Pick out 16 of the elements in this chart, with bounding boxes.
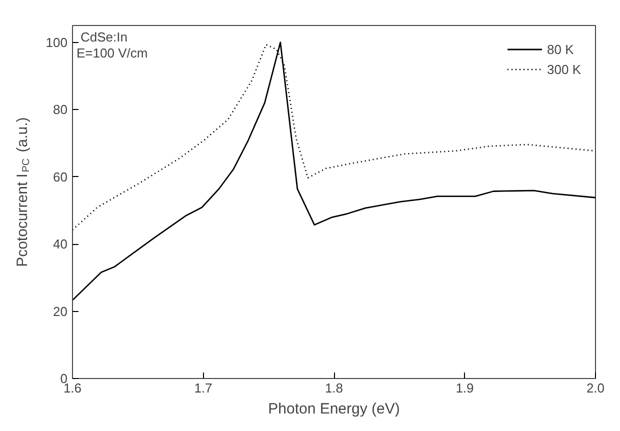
annotation: E=100 V/cm	[76, 46, 148, 60]
y-tick-label: 20	[53, 304, 68, 319]
x-tick-label: 1.7	[194, 380, 212, 396]
annotation: CdSe:In	[80, 30, 128, 44]
line-series	[72, 42, 596, 301]
y-tick-label: 100	[46, 34, 68, 50]
legend-label: 300 K	[547, 62, 581, 76]
y-axis-title: Pcotocurrent IPC (a.u.)	[14, 117, 32, 267]
y-tick-label: 40	[53, 236, 68, 252]
x-tick-label: 1.8	[324, 380, 344, 396]
x-tick-label: 2.0	[586, 380, 605, 396]
x-tick-label: 1.9	[456, 380, 474, 396]
x-axis-title: Photon Energy (eV)	[268, 400, 400, 418]
y-tick-label: 60	[53, 169, 68, 184]
y-tick-label: 80	[53, 102, 68, 118]
legend-label: 80 K	[547, 42, 574, 56]
